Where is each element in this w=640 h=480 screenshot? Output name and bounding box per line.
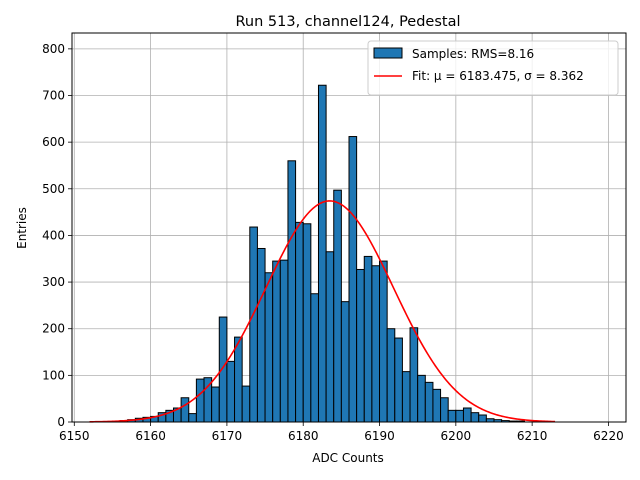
histogram-bar — [226, 360, 236, 423]
histogram-bar — [218, 316, 228, 423]
histogram-bar — [325, 251, 335, 423]
x-tick-label: 6180 — [288, 429, 319, 443]
histogram-bar — [417, 374, 426, 423]
histogram-bar — [279, 259, 289, 423]
histogram-bar — [424, 381, 434, 423]
histogram-bar — [340, 301, 350, 423]
histogram-bar — [462, 407, 472, 423]
legend-label-samples: Samples: RMS=8.16 — [412, 47, 534, 61]
histogram-bar — [478, 414, 487, 423]
y-axis-ticks: 0 100 200 300 400 500 600 700 800 — [42, 42, 72, 429]
x-tick-label: 6190 — [364, 429, 395, 443]
y-tick-label: 700 — [42, 89, 65, 103]
histogram-bar — [272, 260, 281, 423]
legend-swatch-samples — [373, 47, 403, 59]
y-axis-label: Entries — [15, 207, 29, 249]
histogram-bar — [287, 160, 297, 423]
histogram-bar — [470, 412, 480, 423]
histogram-bar — [188, 413, 197, 423]
y-tick-label: 200 — [42, 322, 65, 336]
histogram-bar — [455, 409, 464, 423]
histogram-bar — [241, 385, 251, 423]
x-axis-label: ADC Counts — [312, 451, 384, 465]
histogram-bar — [302, 223, 312, 423]
y-tick-label: 300 — [42, 275, 65, 289]
y-tick-label: 100 — [42, 368, 65, 382]
histogram-bar — [195, 378, 205, 423]
histogram-bar — [447, 409, 457, 423]
histogram-bar — [180, 397, 190, 423]
histogram-bar — [409, 327, 419, 423]
y-tick-label: 400 — [42, 228, 65, 242]
histogram-bar — [432, 388, 442, 423]
histogram-bar — [333, 189, 342, 423]
histogram-bar — [394, 337, 403, 423]
histogram-bar — [295, 221, 304, 423]
legend-box — [367, 40, 619, 96]
y-tick-label: 500 — [42, 182, 65, 196]
legend-label-fit: Fit: μ = 6183.475, σ = 8.362 — [412, 69, 584, 83]
y-tick-label: 800 — [42, 42, 65, 56]
x-tick-label: 6170 — [212, 429, 243, 443]
x-tick-label: 6150 — [59, 429, 90, 443]
legend: Samples: RMS=8.16 Fit: μ = 6183.475, σ =… — [367, 40, 619, 96]
histogram-bar — [317, 84, 327, 423]
histogram-bar — [356, 268, 365, 423]
histogram-bars — [111, 84, 526, 423]
y-tick-label: 600 — [42, 135, 65, 149]
histogram-bar — [211, 386, 220, 423]
histogram-bar — [256, 247, 266, 423]
x-tick-label: 6210 — [517, 429, 548, 443]
x-axis-ticks: 6150 6160 6170 6180 6190 6200 6210 6220 — [59, 422, 624, 443]
x-tick-label: 6160 — [135, 429, 166, 443]
x-tick-label: 6200 — [441, 429, 472, 443]
y-tick-label: 0 — [57, 415, 65, 429]
x-tick-label: 6220 — [593, 429, 624, 443]
fit-curve — [89, 200, 556, 423]
histogram-bar — [386, 328, 396, 423]
chart-title: Run 513, channel124, Pedestal — [235, 14, 460, 30]
histogram-bar — [264, 272, 274, 423]
histogram-bar — [379, 260, 388, 423]
histogram-bar — [401, 371, 411, 423]
histogram-bar — [371, 265, 381, 423]
histogram-bar — [310, 293, 319, 423]
plot-frame — [71, 32, 627, 423]
histogram-bar — [363, 255, 373, 423]
histogram-bar — [348, 136, 358, 423]
histogram-bar — [234, 336, 243, 423]
histogram-bar — [249, 226, 258, 423]
histogram-bar — [440, 397, 449, 423]
